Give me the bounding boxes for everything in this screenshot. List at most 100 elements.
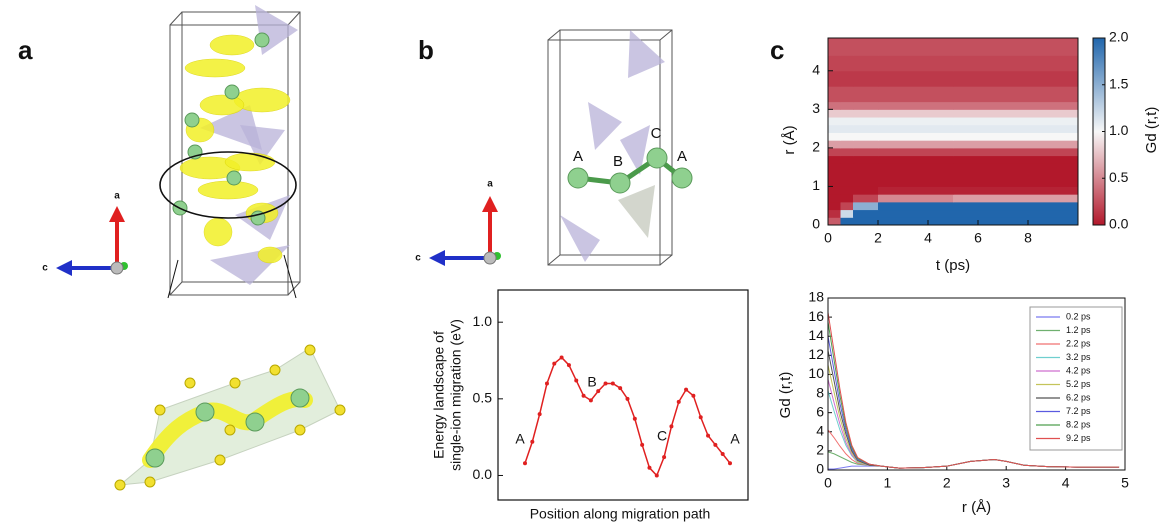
polyhedron xyxy=(628,30,665,78)
site-label: B xyxy=(613,153,623,170)
heatmap-cell xyxy=(828,202,841,210)
legend-label: 1.2 ps xyxy=(1066,325,1091,335)
polyhedron xyxy=(618,185,655,238)
density xyxy=(200,95,244,115)
heatmap-cell xyxy=(953,186,1079,194)
colorbar-tick-label: 1.0 xyxy=(1109,122,1129,138)
y-tick-label: 1.0 xyxy=(473,313,493,329)
anion xyxy=(145,477,155,487)
x-tick-label: 2 xyxy=(874,230,882,246)
y-tick-label: 14 xyxy=(808,327,824,343)
colorbar-tick-label: 0.5 xyxy=(1109,169,1129,185)
heatmap-cell xyxy=(878,148,954,156)
legend-label: 6.2 ps xyxy=(1066,392,1091,402)
heatmap-cell xyxy=(853,202,879,210)
energy-point xyxy=(677,400,681,404)
heatmap-cell xyxy=(878,71,954,87)
heatmap-cell xyxy=(878,140,954,148)
heatmap-cell xyxy=(953,102,1079,110)
axis-origin xyxy=(484,252,496,264)
y-tick-label: 4 xyxy=(816,422,824,438)
heatmap-cell xyxy=(841,140,854,148)
anion xyxy=(155,405,165,415)
heatmap-cell xyxy=(828,163,841,171)
heatmap-cell xyxy=(828,194,841,202)
energy-point xyxy=(574,378,578,382)
energy-point xyxy=(596,389,600,393)
y-tick-label: 1 xyxy=(812,177,820,193)
heatmap-cell xyxy=(841,86,854,102)
heatmap-cell xyxy=(953,55,1079,71)
heatmap-cell xyxy=(828,125,841,133)
cell-edge xyxy=(660,255,672,265)
energy-point xyxy=(538,412,542,416)
y-tick-label: 2 xyxy=(812,139,820,155)
y-tick-label: 8 xyxy=(816,384,824,400)
density xyxy=(258,247,282,263)
heatmap-cell xyxy=(828,102,841,110)
heatmap-cell xyxy=(953,132,1079,140)
x-axis-label: r (Å) xyxy=(962,499,991,516)
y-axis-label: single-ion migration (eV) xyxy=(448,319,464,471)
y-axis-label: Gd (r,t) xyxy=(777,372,794,419)
heatmap-cell xyxy=(853,109,879,117)
x-tick-label: 4 xyxy=(924,230,932,246)
heatmap-cell xyxy=(953,202,1079,210)
energy-point xyxy=(618,386,622,390)
y-tick-label: 2 xyxy=(816,442,824,458)
heatmap-cell xyxy=(841,117,854,125)
y-tick-label: 4 xyxy=(812,61,820,77)
heatmap-cell xyxy=(878,125,954,133)
anion xyxy=(185,378,195,388)
anion xyxy=(305,345,315,355)
heatmap-cell xyxy=(878,210,954,218)
heatmap-cell xyxy=(878,202,954,210)
heatmap-cell xyxy=(853,102,879,110)
y-tick-label: 6 xyxy=(816,403,824,419)
heatmap-cell xyxy=(853,210,879,218)
structure-a: a c xyxy=(42,5,345,490)
energy-point xyxy=(713,443,717,447)
anion xyxy=(230,378,240,388)
heatmap-cell xyxy=(828,171,841,179)
colorbar-tick-label: 2.0 xyxy=(1109,29,1129,45)
heatmap-cell xyxy=(953,148,1079,156)
heatmap-cell xyxy=(828,156,841,164)
energy-point xyxy=(604,382,608,386)
energy-point xyxy=(684,388,688,392)
y-tick-label: 3 xyxy=(812,100,820,116)
heatmap-cell xyxy=(853,38,879,56)
y-tick-label: 0 xyxy=(812,216,820,232)
colorbar-label: Gd (r,t) xyxy=(1143,107,1160,154)
heatmap-cell xyxy=(853,171,879,179)
anion xyxy=(225,425,235,435)
cell-edge xyxy=(288,282,300,295)
polyhedron xyxy=(588,102,622,150)
plot-frame xyxy=(498,290,748,500)
cell-edge xyxy=(548,255,560,265)
x-tick-label: 3 xyxy=(1002,475,1010,491)
y-tick-label: 0.5 xyxy=(473,390,493,406)
heatmap-cell xyxy=(841,179,854,187)
anion xyxy=(335,405,345,415)
energy-point xyxy=(633,417,637,421)
x-tick-label: 0 xyxy=(824,475,832,491)
cell-edge xyxy=(170,12,182,25)
heatmap-cell xyxy=(841,163,854,171)
heatmap-cell xyxy=(828,86,841,102)
anion xyxy=(115,480,125,490)
heatmap-cell xyxy=(953,109,1079,117)
heatmap-cell xyxy=(953,210,1079,218)
heatmap-cell xyxy=(953,86,1079,102)
heatmap-cell xyxy=(841,202,854,210)
heatmap-cell xyxy=(841,210,854,218)
atom xyxy=(255,33,269,47)
heatmap-cell xyxy=(841,125,854,133)
cell-edge xyxy=(660,30,672,40)
site-label: A xyxy=(573,148,583,165)
heatmap-cell xyxy=(878,171,954,179)
heatmap-cell xyxy=(828,179,841,187)
x-tick-label: 5 xyxy=(1121,475,1129,491)
site xyxy=(610,173,630,193)
energy-point xyxy=(582,394,586,398)
